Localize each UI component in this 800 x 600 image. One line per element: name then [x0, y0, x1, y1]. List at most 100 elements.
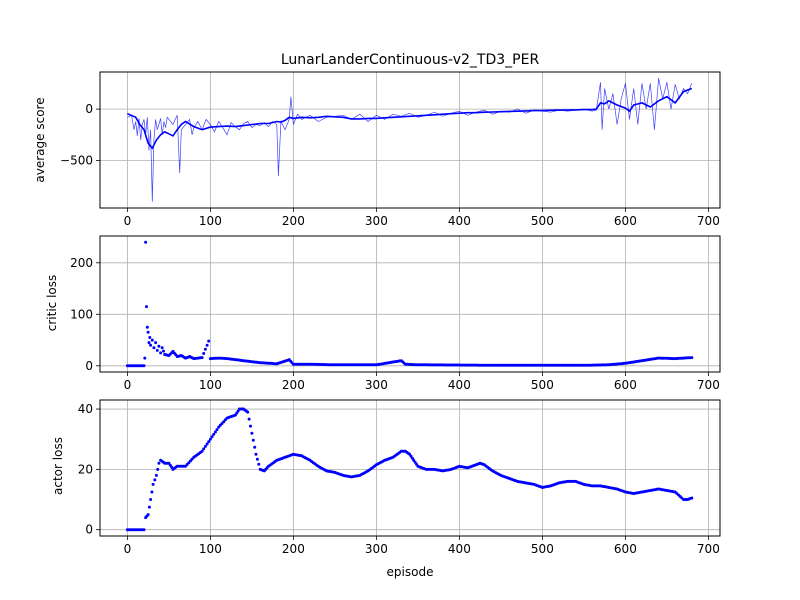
x-tick-label: 0 [124, 378, 132, 392]
data-point [162, 349, 165, 353]
x-tick-label: 0 [124, 542, 132, 556]
data-point [145, 325, 149, 329]
axes-frame-actor [99, 399, 721, 537]
data-point [150, 338, 154, 342]
y-tick-label: −500 [60, 154, 93, 168]
data-point [247, 417, 251, 421]
panel-actor: actor loss 0 100 200 300 400 500 600 700 0 20 40 [51, 399, 721, 556]
data-point [159, 351, 163, 355]
data-point [690, 356, 694, 360]
y-tick-label: 40 [78, 402, 93, 416]
data-point [157, 344, 161, 348]
x-tick-label: 400 [448, 378, 471, 392]
data-point [157, 461, 161, 465]
x-tick-label: 500 [531, 542, 554, 556]
x-tick-label: 300 [365, 378, 388, 392]
x-tick-label: 100 [199, 542, 222, 556]
plot-area-critic [125, 240, 694, 368]
grid-actor [100, 400, 720, 536]
data-point [147, 505, 151, 509]
x-tick-label: 200 [282, 214, 305, 228]
y-tick-label: 20 [78, 462, 93, 476]
data-point [146, 330, 150, 334]
x-tick-label: 100 [199, 378, 222, 392]
x-tick-label: 200 [282, 378, 305, 392]
data-point [200, 356, 204, 360]
data-point [254, 452, 258, 456]
x-tick-label: 0 [124, 214, 132, 228]
y-axis-label-actor: actor loss [51, 437, 65, 495]
y-tick-label: 0 [85, 359, 93, 373]
x-tick-label: 600 [614, 542, 637, 556]
data-point [202, 447, 206, 451]
data-point [156, 467, 160, 471]
y-axis-label-score: average score [33, 97, 47, 182]
x-tick-label: 700 [697, 214, 720, 228]
data-point [205, 343, 209, 347]
y-ticks-critic: 0 100 200 [70, 256, 100, 373]
axes-frame-critic [99, 235, 721, 373]
data-point [152, 346, 156, 350]
x-tick-label: 400 [448, 542, 471, 556]
data-point [207, 440, 211, 444]
data-point [205, 442, 209, 446]
data-point [257, 462, 261, 466]
data-point [160, 346, 164, 350]
x-tick-label: 300 [365, 542, 388, 556]
data-point [202, 352, 206, 355]
plot-area-score [127, 78, 693, 202]
data-point [200, 449, 204, 453]
panel-critic: critic loss 0 100 200 300 400 500 600 700 0 100 2… [45, 235, 721, 392]
data-point [250, 431, 254, 435]
y-tick-label: 100 [70, 307, 93, 321]
x-tick-label: 600 [614, 214, 637, 228]
x-tick-label: 100 [199, 214, 222, 228]
data-point [246, 410, 250, 414]
data-point [147, 341, 151, 345]
chart-title: LunarLanderContinuous-v2_TD3_PER [281, 52, 540, 68]
data-point [213, 430, 217, 434]
x-tick-label: 600 [614, 378, 637, 392]
x-tick-label: 400 [448, 214, 471, 228]
data-point [251, 438, 255, 442]
data-point [148, 336, 152, 339]
y-tick-label: 0 [85, 102, 93, 116]
x-tick-label: 700 [697, 542, 720, 556]
data-point [153, 478, 157, 482]
data-point [154, 473, 158, 477]
data-point [149, 343, 153, 347]
data-point [203, 444, 207, 448]
x-tick-label: 500 [531, 214, 554, 228]
data-point [150, 490, 154, 494]
data-point [203, 347, 207, 351]
x-tick-label: 300 [365, 214, 388, 228]
data-point [151, 482, 155, 486]
data-point [210, 435, 214, 439]
x-ticks-score: 0 100 200 300 400 500 600 700 [124, 208, 720, 228]
data-point [208, 437, 212, 441]
data-point [149, 498, 153, 501]
data-point [142, 364, 146, 368]
x-tick-label: 200 [282, 542, 305, 556]
data-point [215, 428, 219, 432]
axes-frame-score [99, 71, 721, 209]
x-ticks-critic: 0 100 200 300 400 500 600 700 [124, 372, 720, 392]
data-point [249, 424, 252, 428]
grid-score [100, 72, 720, 208]
y-tick-label: 200 [70, 256, 93, 270]
data-point [143, 356, 147, 360]
data-point [154, 341, 158, 345]
plot-area-actor [125, 407, 694, 532]
y-tick-label: 0 [85, 523, 93, 537]
x-axis-label: episode [387, 565, 434, 579]
data-point [690, 496, 694, 500]
x-tick-label: 700 [697, 378, 720, 392]
x-tick-label: 500 [531, 378, 554, 392]
data-point [144, 240, 148, 244]
panel-score: average score 0 100 200 300 400 500 600 700 −50… [33, 71, 721, 228]
data-point [255, 457, 259, 461]
y-axis-label-critic: critic loss [45, 275, 59, 332]
data-point [145, 305, 148, 309]
